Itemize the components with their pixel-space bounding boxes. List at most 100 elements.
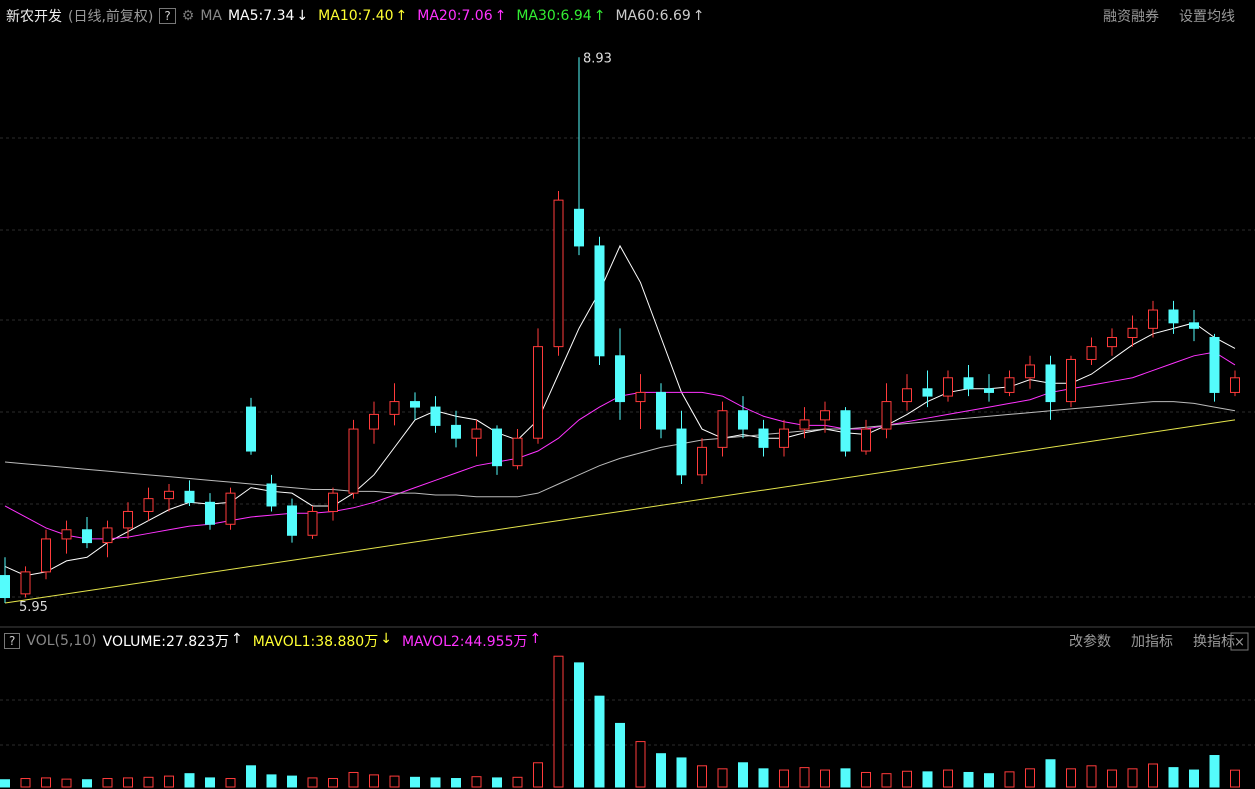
candle-body [799,419,810,430]
candle-body [820,410,830,421]
candle-body [1025,364,1035,379]
volume-bar [758,768,769,788]
help-button[interactable]: ? [159,8,176,24]
help-button[interactable]: ? [4,633,21,649]
volume-bar [574,662,584,788]
candle-body [1168,309,1179,324]
candle-body [512,437,523,467]
candle-body [615,355,625,403]
header-button[interactable]: 设置均线 [1179,9,1235,25]
candle-body [574,208,584,247]
candle-body [861,428,871,452]
candle-body [1230,377,1240,393]
candle-body [1066,358,1076,403]
candle-body [943,377,953,397]
volume-bar [533,762,543,788]
volume-bar [41,777,51,788]
header-button[interactable]: 换指标 [1193,634,1235,650]
volume-header: ? VOL(5,10) VOLUME:27.823万 ↑ MAVOL1:38.880… [0,629,1255,653]
volume-bar [266,774,277,788]
volume-bar [1209,755,1220,788]
volume-bar [840,768,851,788]
candle-body [451,424,461,439]
volume-bar [123,777,133,788]
candle-body [266,483,277,507]
volume-bar [389,775,400,788]
volume-bar [1127,768,1138,788]
legend-text: MAVOL1:38.880万 [252,634,379,650]
volume-bar [1025,768,1035,788]
candle-body [553,199,564,348]
candle-body [635,391,646,403]
volume-bar [881,773,892,788]
volume-bar [164,775,174,788]
candle-body [738,410,748,430]
legend-arrow: ↑ [529,631,542,647]
candle-body [1045,364,1056,403]
volume-bar [1045,759,1056,788]
volume-bar [922,771,933,788]
candle-body [82,529,92,544]
volume-bar [82,779,92,788]
ma-line [4,401,1236,498]
legend-text: MA60:6.69 [615,8,691,24]
volume-bar [471,776,482,788]
candle-body [102,527,113,544]
candle-body [123,510,133,529]
candle-body [143,498,154,512]
volume-bar [676,757,687,788]
legend-arrow: ↑ [395,8,408,24]
volume-bar [246,765,256,788]
volume-bar [1004,771,1015,788]
header-button[interactable]: 加指标 [1131,634,1173,650]
volume-bar [20,778,31,788]
volume-bar [1086,765,1097,788]
ma-line [4,244,1236,577]
volume-bar [143,776,154,788]
volume-bar [1168,767,1179,788]
volume-bar [184,773,195,788]
legend-text: MA20:7.06 [417,8,493,24]
volume-bar [1189,769,1199,788]
candle-body [1209,336,1220,393]
header-button[interactable]: 改参数 [1069,634,1111,650]
grid [0,137,1255,746]
volume-bar [697,765,707,788]
candle-body [20,571,31,595]
candle-body [410,401,420,408]
candle-body [881,401,892,430]
volume-bar [943,769,953,788]
legend-text: MAVOL2:44.955万 [401,634,528,650]
candle-body [1107,336,1117,348]
volume-bar [430,777,441,788]
volume-bar [1148,763,1158,788]
gear[interactable]: ⚙ [181,8,195,24]
candle-body [697,446,707,476]
low-label: 5.95 [19,600,48,615]
candle-body [246,406,256,452]
volume-bar [963,771,974,788]
candle-body [656,391,666,430]
trend-line [4,419,1236,604]
candle-body [594,245,605,357]
legend-arrow: ↑ [692,8,705,24]
candle-body [1086,346,1097,360]
candle-body [902,388,912,403]
candle-body [328,492,338,512]
volume-bar [61,778,72,788]
volume-bar [102,778,113,788]
candle-body [205,501,215,525]
candle-body [184,490,195,503]
candle-body [963,377,974,390]
legend-text: MA5:7.34 [227,8,295,24]
volume-bar [451,778,461,788]
volume-bar [635,741,646,788]
volume-bar [328,778,338,788]
header-button[interactable]: 融资融券 [1103,9,1159,25]
legend-text: MA10:7.40 [318,8,394,24]
volume-bar [1107,769,1117,788]
volume-bar [225,778,236,788]
candle-body [471,428,482,439]
